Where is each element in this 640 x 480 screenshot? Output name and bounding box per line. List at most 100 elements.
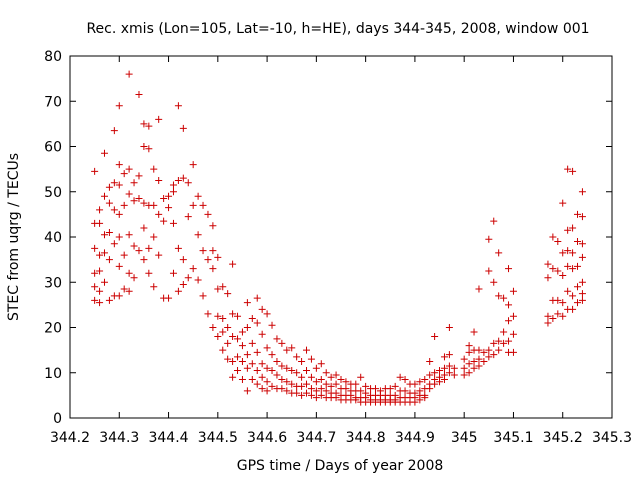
data-point (470, 328, 478, 336)
data-point (91, 283, 99, 291)
data-point (115, 161, 123, 169)
data-point (505, 317, 513, 325)
y-tick-label: 50 (44, 185, 62, 201)
data-point (431, 333, 439, 341)
x-tick-label: 344.2 (50, 430, 90, 446)
data-point (293, 353, 301, 361)
data-point (426, 385, 434, 393)
data-point (115, 210, 123, 218)
data-point (298, 391, 306, 399)
y-tick-label: 30 (44, 275, 62, 291)
data-point (505, 301, 513, 309)
data-point (268, 366, 276, 374)
data-point (96, 267, 104, 275)
x-tick-label: 344.8 (346, 430, 386, 446)
data-point (229, 333, 237, 341)
data-point (322, 369, 330, 377)
x-tick-label: 345.2 (543, 430, 583, 446)
data-point (145, 269, 153, 277)
data-point (165, 294, 173, 302)
data-point (214, 333, 222, 341)
data-point (110, 127, 118, 135)
data-point (115, 292, 123, 300)
data-point (485, 353, 493, 361)
data-point (169, 188, 177, 196)
data-point (243, 299, 251, 307)
data-point (322, 380, 330, 388)
x-tick-label: 344.4 (148, 430, 188, 446)
data-point (214, 253, 222, 261)
data-point (165, 192, 173, 200)
data-point (125, 70, 133, 78)
data-point (288, 366, 296, 374)
data-point (312, 394, 320, 402)
data-point (357, 373, 365, 381)
data-point (475, 346, 483, 354)
data-point (509, 287, 517, 295)
data-point (115, 233, 123, 241)
data-point (559, 249, 567, 257)
data-point (283, 364, 291, 372)
data-point (391, 382, 399, 390)
data-point (411, 398, 419, 406)
x-tick-label: 344.3 (99, 430, 139, 446)
data-point (396, 373, 404, 381)
data-point (248, 360, 256, 368)
data-point (243, 364, 251, 372)
data-point (500, 294, 508, 302)
data-point (169, 269, 177, 277)
axis-ticks: 344.2 344.3 344.4 344.5 344.6 344.7 344.8 344.9… (44, 49, 632, 446)
data-point (273, 357, 281, 365)
data-point (194, 192, 202, 200)
data-point (189, 161, 197, 169)
data-point (544, 319, 552, 327)
data-point (263, 364, 271, 372)
data-point (445, 362, 453, 370)
data-point (179, 256, 187, 264)
y-tick-label: 80 (44, 49, 62, 65)
data-point (100, 231, 108, 239)
data-point (120, 285, 128, 293)
data-point (327, 373, 335, 381)
data-point (125, 231, 133, 239)
data-point (243, 351, 251, 359)
data-point (485, 346, 493, 354)
data-point (574, 238, 582, 246)
data-point (253, 319, 261, 327)
data-point (219, 314, 227, 322)
data-point (445, 324, 453, 331)
data-point (209, 222, 217, 230)
data-point (490, 217, 498, 225)
data-point (140, 143, 148, 150)
data-point (125, 190, 133, 198)
data-point (219, 346, 227, 354)
data-point (544, 312, 552, 320)
data-point (214, 285, 222, 293)
data-point (362, 382, 370, 390)
data-point (100, 249, 108, 257)
data-point (352, 396, 360, 404)
data-point (283, 387, 291, 395)
data-point (115, 102, 123, 110)
x-axis-label: GPS time / Days of year 2008 (237, 458, 444, 474)
data-point (105, 296, 113, 304)
plot-frame (69, 55, 613, 419)
data-point (574, 210, 582, 218)
data-point (189, 265, 197, 273)
data-point (293, 369, 301, 377)
data-point (258, 330, 266, 338)
data-point (578, 240, 586, 248)
data-point (243, 324, 251, 331)
x-tick-label: 345.3 (592, 430, 632, 446)
data-point (268, 351, 276, 359)
y-tick-label: 60 (44, 140, 62, 156)
data-point (465, 360, 473, 368)
data-point (426, 371, 434, 379)
data-point (278, 362, 286, 370)
data-point (91, 244, 99, 252)
data-point (298, 373, 306, 381)
data-point (238, 357, 246, 365)
data-point (332, 394, 340, 402)
data-point (174, 176, 182, 184)
data-point (174, 244, 182, 252)
